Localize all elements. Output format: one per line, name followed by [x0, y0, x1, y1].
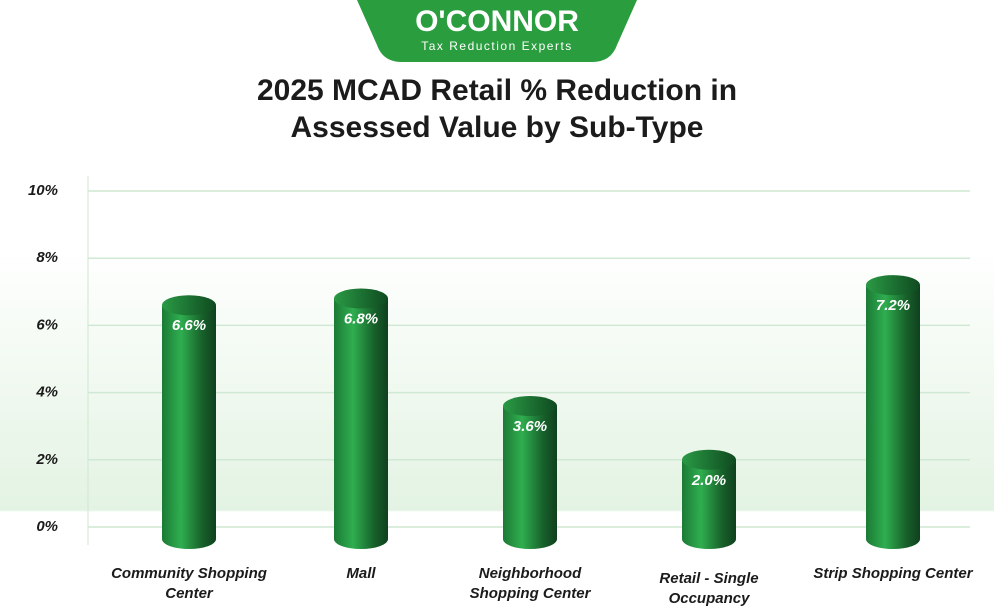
y-tick-label: 8%	[36, 249, 58, 266]
y-tick-label: 0%	[36, 518, 58, 535]
value-label: 6.6%	[172, 317, 206, 334]
bar	[162, 295, 216, 549]
cylinder-body	[334, 298, 388, 549]
bar	[503, 396, 557, 549]
value-label: 3.6%	[513, 418, 547, 435]
value-label: 2.0%	[691, 472, 726, 489]
x-tick-label: Neighborhood Shopping Center	[469, 565, 591, 602]
bar	[682, 449, 736, 549]
x-tick-label: Mall	[346, 565, 376, 582]
y-tick-label: 6%	[36, 316, 58, 333]
x-tick-label: Retail - Single Occupancy	[659, 570, 759, 607]
cylinder-body	[682, 459, 736, 549]
logo-tagline: Tax Reduction Experts	[421, 39, 573, 53]
chart-title: 2025 MCAD Retail % Reduction in Assessed…	[256, 74, 738, 144]
value-label: 7.2%	[876, 297, 910, 314]
cylinder-top	[866, 275, 920, 296]
y-tick-label: 10%	[28, 182, 58, 199]
y-tick-label: 4%	[35, 384, 58, 401]
cylinder-top	[682, 449, 736, 470]
cylinder-body	[162, 305, 216, 549]
value-label: 6.8%	[344, 310, 378, 327]
cylinder-top	[162, 295, 216, 316]
cylinder-top	[334, 288, 388, 309]
cylinder-body	[866, 285, 920, 549]
bar	[334, 288, 388, 549]
x-tick-label: Community Shopping Center	[111, 565, 267, 602]
x-tick-label: Strip Shopping Center	[813, 565, 973, 582]
cylinder-top	[503, 396, 557, 417]
y-tick-label: 2%	[35, 451, 58, 468]
logo-badge	[357, 0, 637, 62]
bar	[866, 275, 920, 549]
cylinder-body	[503, 406, 557, 549]
logo-name: O'CONNOR	[415, 5, 579, 38]
